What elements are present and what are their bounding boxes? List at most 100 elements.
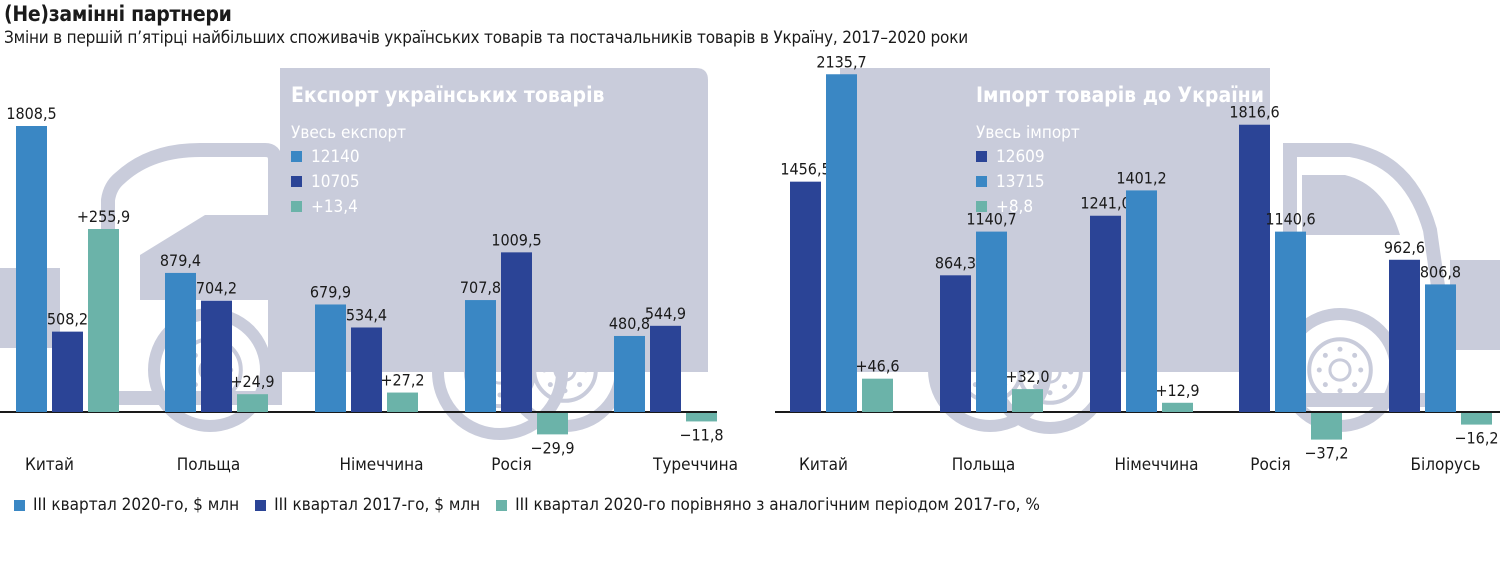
category-group-0: 1808,5 508,2 +255,9 Китай — [6, 104, 130, 475]
bar-export-1 — [201, 300, 232, 412]
value-label-export-2: +24,9 — [230, 372, 274, 391]
category-label: Польща — [952, 455, 1015, 475]
value-label-export-1: 1009,5 — [491, 230, 541, 249]
bar-export-2 — [88, 229, 119, 412]
value-label-import-0: 1241,0 — [1080, 194, 1130, 213]
value-label-import-1: 1140,6 — [1265, 210, 1315, 229]
bar-export-0 — [165, 272, 196, 412]
total-swatch — [291, 176, 302, 187]
category-label: Польща — [177, 455, 240, 475]
truck-cargo-box — [840, 68, 1270, 372]
category-label: Китай — [25, 455, 74, 475]
category-group-1: 864,3 1140,7 +32,0 Польща — [935, 210, 1050, 475]
value-label-import-0: 864,3 — [935, 253, 976, 272]
value-label-import-0: 962,6 — [1384, 238, 1425, 257]
bar-import-2 — [1461, 413, 1492, 425]
category-label: Німеччина — [1114, 455, 1198, 475]
truck-rear-wheel-2-bolt — [577, 352, 583, 358]
truck-bumper — [1450, 260, 1500, 350]
value-label-export-2: −11,8 — [679, 425, 723, 444]
truck-rear-wheel-2-bolt — [562, 388, 568, 394]
value-label-export-0: 879,4 — [160, 251, 201, 270]
bar-import-2 — [1311, 413, 1342, 440]
total-swatch — [976, 201, 987, 212]
legend-item-change: ІІІ квартал 2020-го порівняно з аналогіч… — [496, 495, 1040, 515]
value-label-import-2: −37,2 — [1304, 444, 1348, 463]
truck-rear-wheel-2-rim — [532, 337, 598, 403]
truck-front-wheel-bolt — [1316, 367, 1322, 373]
value-label-export-2: +255,9 — [77, 207, 130, 226]
legend-swatch-q3-2020 — [14, 499, 25, 511]
bar-export-1 — [351, 327, 382, 412]
value-label-import-0: 1816,6 — [1229, 103, 1279, 122]
truck-rear-wheel-2-bolt — [1062, 354, 1068, 360]
truck-front-wheel-rim — [1307, 337, 1373, 403]
legend-label-q3-2017: ІІІ квартал 2017-го, $ млн — [274, 495, 481, 515]
chart-title: (Не)замінні партнери — [4, 2, 232, 26]
category-label: Росія — [1250, 455, 1290, 475]
export-panel: 1808,5 508,2 +255,9 Китай 879,4 704,2 +24,9 Пол… — [0, 83, 738, 475]
value-label-export-0: 707,8 — [460, 278, 501, 297]
value-label-import-2: +32,0 — [1005, 367, 1049, 386]
total-value: 13715 — [996, 172, 1045, 192]
bar-import-1 — [976, 231, 1007, 412]
truck-front-wheel-bolt — [1322, 382, 1328, 388]
value-label-export-0: 679,9 — [310, 282, 351, 301]
value-label-export-1: 508,2 — [47, 310, 88, 329]
total-swatch — [291, 201, 302, 212]
total-label: Увесь імпорт — [976, 123, 1080, 143]
legend-item-q3-2020: ІІІ квартал 2020-го, $ млн — [14, 495, 239, 515]
truck-front-wheel-bolt — [1358, 367, 1364, 373]
bar-export-0 — [614, 335, 645, 412]
truck-front-wheel-bolt — [1352, 352, 1358, 358]
category-label: Росія — [491, 455, 531, 475]
truck-rear-wheel-2-bolt — [562, 346, 568, 352]
value-label-import-1: 1140,7 — [966, 210, 1016, 229]
bar-export-2 — [237, 394, 268, 412]
bar-export-1 — [52, 331, 83, 412]
truck-cab — [101, 143, 282, 405]
value-label-import-1: 1401,2 — [1116, 168, 1166, 187]
truck-rear-wheel-1-tyre — [432, 304, 568, 440]
value-label-export-1: 544,9 — [645, 304, 686, 323]
truck-rear-wheel-2-bolt — [1026, 369, 1032, 375]
truck-cargo-box — [280, 68, 708, 372]
legend-swatch-q3-2017 — [255, 499, 267, 511]
bar-import-0 — [790, 181, 821, 412]
panel-title: Імпорт товарів до України — [976, 83, 1264, 107]
value-label-import-2: +12,9 — [1155, 381, 1199, 400]
legend-label-q3-2020: ІІІ квартал 2020-го, $ млн — [33, 495, 240, 515]
bar-import-0 — [940, 275, 971, 412]
category-group-2: 679,9 534,4 +27,2 Німеччина — [310, 282, 425, 475]
value-label-export-1: 534,4 — [346, 305, 387, 324]
truck-window — [1302, 175, 1400, 235]
truck-rear-wheel-2-bolt — [583, 367, 589, 373]
truck-rear-wheel-2-bolt — [1068, 369, 1074, 375]
value-label-import-2: +46,6 — [855, 357, 899, 376]
value-label-export-0: 480,8 — [609, 314, 650, 333]
value-label-import-0: 1456,5 — [780, 160, 830, 179]
category-group-4: 962,6 806,8 −16,2 Білорусь — [1384, 238, 1499, 475]
bar-export-2 — [537, 413, 568, 435]
bar-export-1 — [650, 325, 681, 412]
truck-front-wheel-bolt — [1352, 382, 1358, 388]
bar-import-2 — [862, 378, 893, 412]
bar-import-0 — [1090, 215, 1121, 412]
truck-rear-wheel-2-hub — [1038, 360, 1062, 384]
bar-import-0 — [1239, 124, 1270, 412]
truck-rear-wheel-2-bolt — [1032, 354, 1038, 360]
truck-rear-wheel-2-bolt — [1047, 390, 1053, 396]
truck-rear-wheel-2-bolt — [577, 382, 583, 388]
bar-import-2 — [1012, 389, 1043, 412]
category-group-2: 1241,0 1401,2 +12,9 Німеччина — [1080, 168, 1199, 475]
bar-export-1 — [501, 252, 532, 412]
category-label: Китай — [799, 455, 848, 475]
bar-import-1 — [826, 74, 857, 412]
value-label-import-2: −16,2 — [1454, 429, 1498, 448]
legend: ІІІ квартал 2020-го, $ млн ІІІ квартал 2… — [14, 495, 1056, 515]
category-group-3: 1816,6 1140,6 −37,2 Росія — [1229, 103, 1348, 475]
bar-export-0 — [315, 304, 346, 412]
